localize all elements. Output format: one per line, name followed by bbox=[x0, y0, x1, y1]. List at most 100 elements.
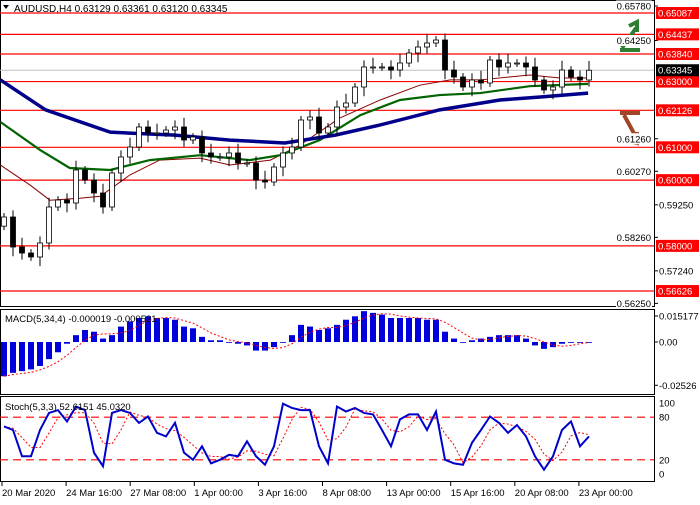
stoch-panel-frame bbox=[0, 396, 655, 482]
candle-bear bbox=[199, 136, 205, 154]
macd-bar bbox=[46, 342, 52, 360]
macd-bar bbox=[442, 331, 448, 342]
y-tick-label-bg bbox=[616, 165, 652, 177]
candle-bear bbox=[532, 66, 538, 81]
candle-bear bbox=[442, 39, 448, 71]
y-tick-label: 100 bbox=[659, 399, 675, 410]
level-label: 0.65087 bbox=[658, 9, 692, 20]
candle-bear bbox=[541, 79, 547, 91]
candle-bull bbox=[433, 39, 439, 44]
current-price-bg bbox=[656, 64, 699, 77]
candle-bull bbox=[343, 102, 349, 108]
y-tick-label: 0.00 bbox=[659, 338, 678, 349]
candle-bull bbox=[127, 146, 133, 158]
macd-bar bbox=[55, 342, 61, 353]
macd-bar bbox=[397, 318, 403, 342]
macd-bar bbox=[163, 318, 169, 342]
y-tick-label: 0.58260 bbox=[617, 233, 651, 244]
candle-bull bbox=[289, 146, 295, 154]
candle-bear bbox=[208, 152, 214, 158]
macd-label: MACD(5,34,4) -0.000019 -0.000521 bbox=[5, 314, 157, 325]
y-tick-label: 0.60270 bbox=[617, 167, 651, 178]
candle-bull bbox=[244, 162, 250, 165]
candle-bear bbox=[388, 66, 394, 71]
x-tick-label: 23 Apr 00:00 bbox=[579, 488, 633, 499]
macd-bar bbox=[10, 342, 16, 373]
macd-bar bbox=[388, 318, 394, 342]
candle-bull bbox=[361, 66, 367, 88]
macd-bar bbox=[37, 342, 43, 366]
candle-bear bbox=[478, 79, 484, 84]
candle-bull bbox=[352, 86, 358, 104]
candle-bull bbox=[118, 156, 124, 174]
y-tick-label: 0.57240 bbox=[659, 266, 693, 277]
y-tick-label-bg bbox=[616, 231, 652, 243]
x-tick-label: 3 Apr 16:00 bbox=[258, 488, 307, 499]
candle-bear bbox=[181, 126, 187, 141]
candle-bull bbox=[37, 242, 43, 258]
level-label-bg bbox=[656, 28, 699, 41]
candle-bear bbox=[262, 179, 268, 183]
candle-bull bbox=[397, 62, 403, 71]
candle-bull bbox=[109, 172, 115, 208]
stochastic-panel[interactable]: 100 80 20 0 bbox=[0, 396, 675, 482]
macd-bar bbox=[460, 342, 466, 343]
y-tick-label: 0.64250 bbox=[617, 36, 651, 47]
x-tick-label: 1 Apr 00:00 bbox=[194, 488, 243, 499]
macd-bar bbox=[100, 338, 106, 342]
x-tick-label: 20 Mar 2020 bbox=[2, 488, 55, 499]
macd-bar bbox=[217, 340, 223, 342]
candle-bear bbox=[523, 62, 529, 68]
price-panel-frame bbox=[0, 0, 655, 307]
candle-bull bbox=[406, 52, 412, 64]
macd-bar bbox=[433, 319, 439, 342]
macd-bar bbox=[343, 319, 349, 342]
candle-bull bbox=[226, 152, 232, 158]
macd-panel[interactable]: 0.015177 0.00 -0.02526 bbox=[0, 309, 699, 395]
level-label: 0.63840 bbox=[658, 49, 692, 60]
macd-bar bbox=[1, 342, 7, 377]
macd-bar bbox=[73, 335, 79, 342]
x-tick-label: 13 Apr 00:00 bbox=[387, 488, 441, 499]
candle-bull bbox=[325, 126, 331, 134]
macd-signal-line bbox=[3, 313, 590, 377]
moving-average-mid bbox=[0, 82, 589, 172]
candle-bull bbox=[271, 166, 277, 183]
macd-bar bbox=[271, 342, 277, 348]
symbol-info: AUDUSD,H4 0.63129 0.63361 0.63120 0.6334… bbox=[14, 4, 228, 15]
level-label-bg bbox=[656, 141, 699, 154]
candle-bull bbox=[550, 86, 556, 91]
candle-bull bbox=[136, 126, 142, 148]
candle-bull bbox=[1, 216, 7, 227]
macd-bar bbox=[406, 318, 412, 342]
candle-bull bbox=[298, 119, 304, 148]
macd-bar bbox=[487, 336, 493, 342]
y-tick-label: 0.61260 bbox=[617, 134, 651, 145]
time-axis: 20 Mar 2020 24 Mar 16:00 27 Mar 08:00 1 Apr… bbox=[1, 482, 633, 499]
level-label: 0.56626 bbox=[658, 287, 692, 298]
macd-bar bbox=[145, 316, 151, 342]
candle-bull bbox=[514, 62, 520, 65]
x-tick-label: 27 Mar 08:00 bbox=[130, 488, 186, 499]
macd-bar bbox=[568, 342, 574, 343]
macd-bar bbox=[199, 336, 205, 342]
macd-bar bbox=[208, 340, 214, 342]
candle-bear bbox=[82, 169, 88, 181]
macd-bar bbox=[109, 335, 115, 342]
macd-bar bbox=[91, 331, 97, 342]
price-panel[interactable]: 0.65780 0.64250 0.61260 0.60270 0.59250 0.582… bbox=[0, 0, 699, 310]
level-label-bg bbox=[656, 174, 699, 187]
y-tick-label: 80 bbox=[659, 413, 670, 424]
candle-bull bbox=[424, 42, 430, 48]
stoch-main-line bbox=[3, 402, 590, 472]
y-tick-label: 0.015177 bbox=[659, 312, 699, 323]
collapse-triangle-icon[interactable] bbox=[3, 5, 9, 9]
y-tick-label: 0 bbox=[659, 470, 664, 481]
x-tick-label: 24 Mar 16:00 bbox=[66, 488, 122, 499]
level-label-bg bbox=[656, 75, 699, 88]
y-tick-label-bg bbox=[616, 0, 652, 12]
macd-bar bbox=[253, 342, 259, 351]
macd-bar bbox=[190, 328, 196, 342]
macd-bar bbox=[262, 342, 268, 351]
